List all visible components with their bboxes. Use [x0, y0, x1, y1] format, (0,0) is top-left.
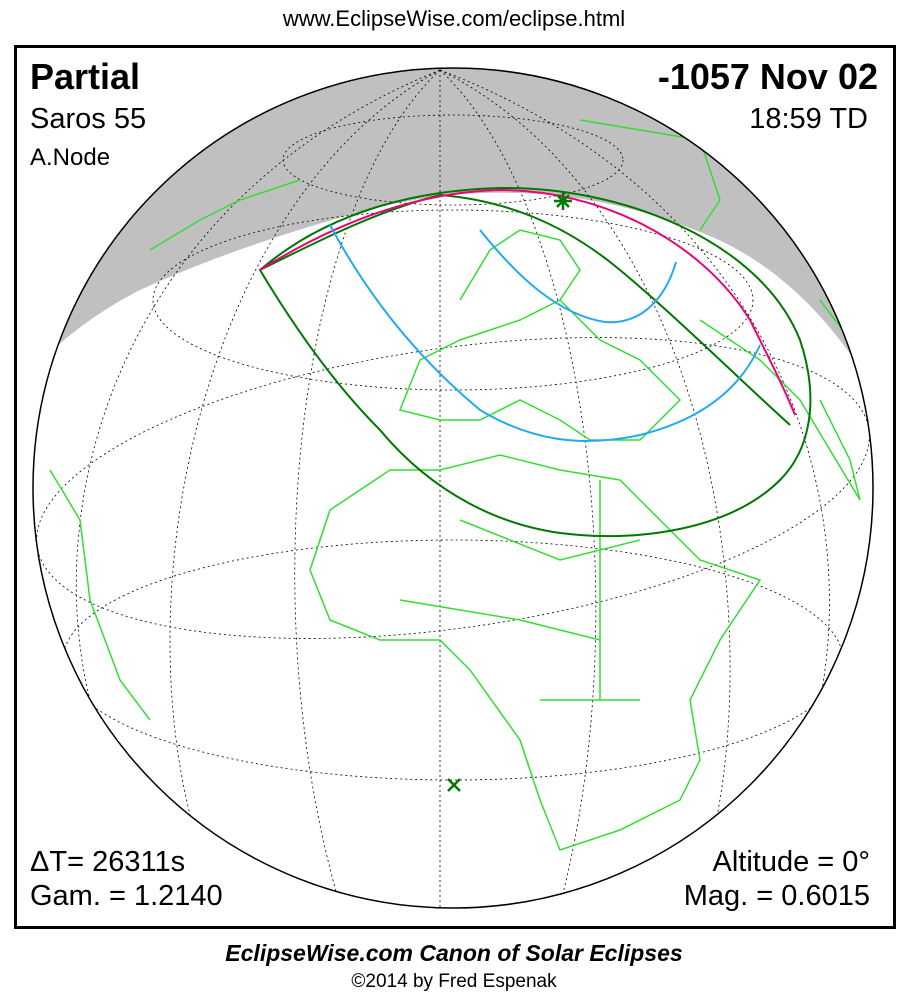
globe-outline — [32, 67, 874, 909]
footer-title: EclipseWise.com Canon of Solar Eclipses — [225, 940, 683, 966]
map-frame — [14, 45, 896, 929]
altitude: Altitude = 0° — [712, 846, 870, 878]
eclipse-type: Partial — [30, 56, 141, 97]
footer-copyright: ©2014 by Fred Espenak — [351, 971, 557, 992]
saros-number: Saros 55 — [30, 103, 147, 135]
max-eclipse-line — [259, 188, 796, 416]
node-label: A.Node — [30, 144, 111, 171]
source-url: www.EclipseWise.com/eclipse.html — [282, 6, 626, 31]
magnitude: Mag. = 0.6015 — [683, 880, 870, 912]
sub-solar-point-x-icon — [447, 778, 461, 792]
penumbra-outer-limit — [258, 186, 812, 538]
magnitude-curve-outer — [329, 224, 761, 442]
penumbra-inner-limit — [259, 193, 791, 426]
eclipse-time: 18:59 TD — [749, 103, 868, 135]
eclipse-date: -1057 Nov 02 — [657, 56, 878, 97]
magnitude-curve-inner — [479, 229, 677, 324]
greatest-eclipse-star-icon — [554, 192, 572, 210]
delta-t: ΔT= 26311s — [30, 846, 186, 878]
land-borders — [49, 119, 861, 851]
night-shade — [33, 68, 873, 420]
gamma: Gam. = 1.2140 — [30, 880, 223, 912]
